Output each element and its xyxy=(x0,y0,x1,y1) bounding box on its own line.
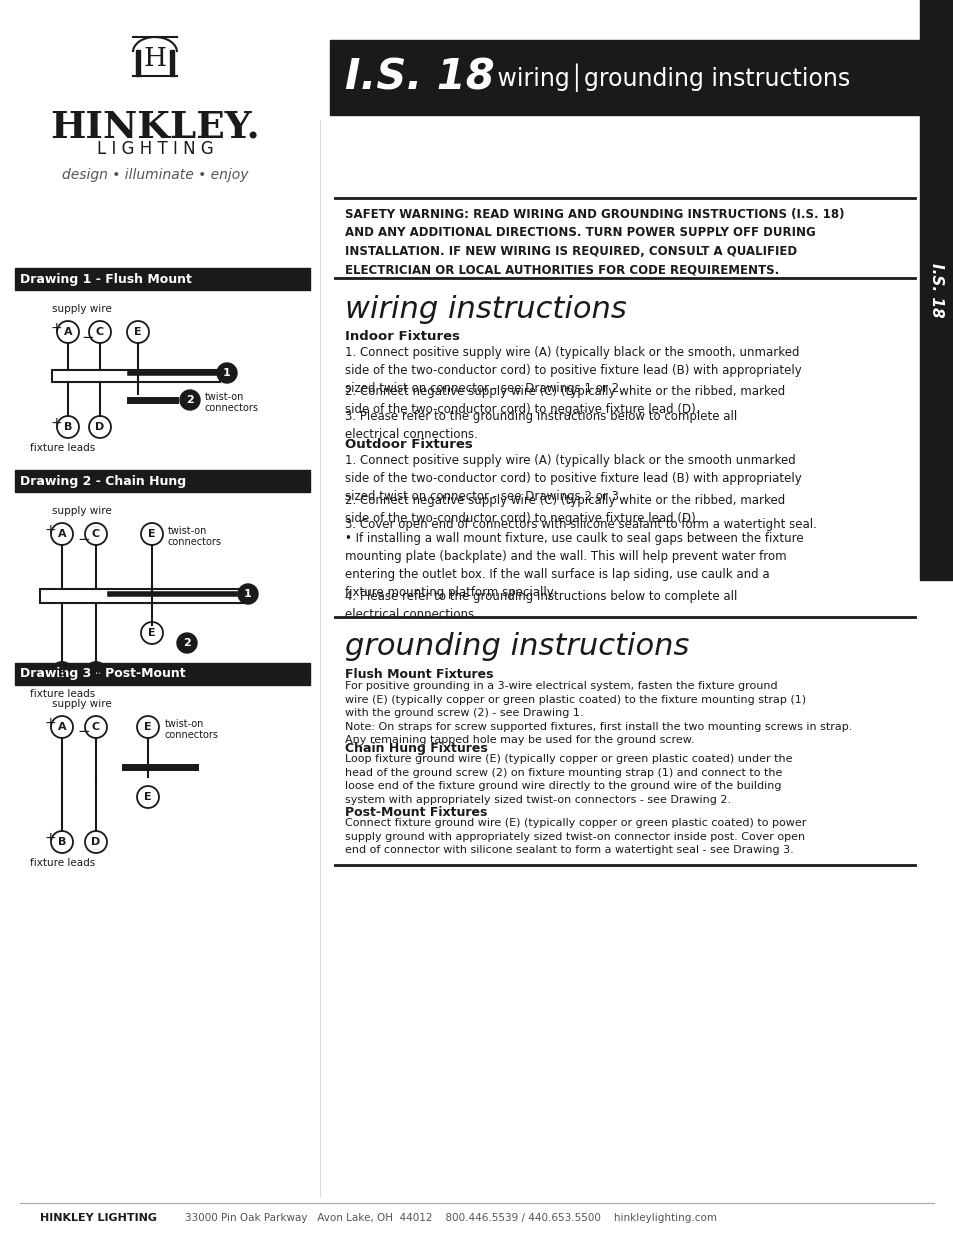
Text: Loop fixture ground wire (E) (typically copper or green plastic coated) under th: Loop fixture ground wire (E) (typically … xyxy=(345,755,792,805)
Circle shape xyxy=(177,634,196,653)
Text: E: E xyxy=(144,722,152,732)
Text: L I G H T I N G: L I G H T I N G xyxy=(96,140,213,158)
Text: HINKLEY.: HINKLEY. xyxy=(51,107,259,144)
Text: E: E xyxy=(148,629,155,638)
Text: Flush Mount Fixtures: Flush Mount Fixtures xyxy=(345,668,493,680)
Text: 33000 Pin Oak Parkway   Avon Lake, OH  44012    800.446.5539 / 440.653.5500    h: 33000 Pin Oak Parkway Avon Lake, OH 4401… xyxy=(185,1213,717,1223)
Bar xyxy=(40,589,250,603)
Text: fixture leads: fixture leads xyxy=(30,858,95,868)
Text: supply wire: supply wire xyxy=(52,506,112,516)
Circle shape xyxy=(216,363,236,383)
Text: supply wire: supply wire xyxy=(52,304,112,314)
Text: +: + xyxy=(51,416,62,430)
Bar xyxy=(136,49,140,77)
Text: I.S. 18: I.S. 18 xyxy=(345,57,495,99)
Text: B: B xyxy=(58,837,66,847)
Text: grounding instructions: grounding instructions xyxy=(345,632,689,661)
Text: Indoor Fixtures: Indoor Fixtures xyxy=(345,330,459,343)
Text: Chain Hung Fixtures: Chain Hung Fixtures xyxy=(345,742,487,755)
Text: 2: 2 xyxy=(186,395,193,405)
Text: 1: 1 xyxy=(244,589,252,599)
Text: twist-on: twist-on xyxy=(165,719,204,729)
Text: B: B xyxy=(58,668,66,678)
Text: Outdoor Fixtures: Outdoor Fixtures xyxy=(345,438,473,451)
Text: I.S. 18: I.S. 18 xyxy=(928,263,943,317)
Text: 2: 2 xyxy=(183,638,191,648)
Text: • If installing a wall mount fixture, use caulk to seal gaps between the fixture: • If installing a wall mount fixture, us… xyxy=(345,532,802,599)
Bar xyxy=(330,40,919,115)
Text: D: D xyxy=(91,837,100,847)
Text: A: A xyxy=(57,529,67,538)
Text: For positive grounding in a 3-wire electrical system, fasten the fixture ground
: For positive grounding in a 3-wire elect… xyxy=(345,680,851,746)
Text: E: E xyxy=(134,327,142,337)
Text: C: C xyxy=(91,529,100,538)
Text: Drawing 1 - Flush Mount: Drawing 1 - Flush Mount xyxy=(20,273,192,285)
Text: design • illuminate • enjoy: design • illuminate • enjoy xyxy=(62,168,248,182)
Text: 1. Connect positive supply wire (A) (typically black or the smooth, unmarked
sid: 1. Connect positive supply wire (A) (typ… xyxy=(345,346,801,395)
Text: C: C xyxy=(91,722,100,732)
Text: Connect fixture ground wire (E) (typically copper or green plastic coated) to po: Connect fixture ground wire (E) (typical… xyxy=(345,818,805,855)
Text: Post-Mount Fixtures: Post-Mount Fixtures xyxy=(345,806,487,819)
Bar xyxy=(170,49,173,77)
Text: 2. Connect negative supply wire (C) (typically white or the ribbed, marked
side : 2. Connect negative supply wire (C) (typ… xyxy=(345,385,784,416)
Text: A: A xyxy=(57,722,67,732)
Text: twist-on: twist-on xyxy=(205,391,244,403)
Text: E: E xyxy=(148,529,155,538)
Text: D: D xyxy=(95,422,105,432)
Text: HINKLEY LIGHTING: HINKLEY LIGHTING xyxy=(40,1213,157,1223)
Text: D: D xyxy=(91,668,100,678)
Text: −: − xyxy=(77,725,91,740)
Text: fixture leads: fixture leads xyxy=(30,689,95,699)
Text: 3. Cover open end of connectors with silicone sealant to form a watertight seal.: 3. Cover open end of connectors with sil… xyxy=(345,517,816,531)
Text: wiring│grounding instructions: wiring│grounding instructions xyxy=(490,63,849,91)
Text: 4. Please refer to the grounding instructions below to complete all
electrical c: 4. Please refer to the grounding instruc… xyxy=(345,590,737,621)
Text: twist-on: twist-on xyxy=(168,526,207,536)
Text: fixture leads: fixture leads xyxy=(30,443,95,453)
Text: H: H xyxy=(143,47,167,72)
Text: connectors: connectors xyxy=(165,730,219,740)
Bar xyxy=(52,370,220,382)
Text: +: + xyxy=(44,522,56,537)
Text: 2. Connect negative supply wire (C) (typically white or the ribbed, marked
side : 2. Connect negative supply wire (C) (typ… xyxy=(345,494,784,525)
Text: −: − xyxy=(82,330,94,345)
Text: Drawing 3 - Post-Mount: Drawing 3 - Post-Mount xyxy=(20,667,186,680)
Text: +: + xyxy=(44,716,56,730)
Circle shape xyxy=(180,390,200,410)
Text: B: B xyxy=(64,422,72,432)
Text: A: A xyxy=(64,327,72,337)
Text: 1: 1 xyxy=(223,368,231,378)
Circle shape xyxy=(237,584,257,604)
Bar xyxy=(15,268,310,290)
Text: 3. Please refer to the grounding instructions below to complete all
electrical c: 3. Please refer to the grounding instruc… xyxy=(345,410,737,441)
Text: C: C xyxy=(96,327,104,337)
Text: 1. Connect positive supply wire (A) (typically black or the smooth unmarked
side: 1. Connect positive supply wire (A) (typ… xyxy=(345,454,801,503)
Text: SAFETY WARNING: READ WIRING AND GROUNDING INSTRUCTIONS (I.S. 18)
AND ANY ADDITIO: SAFETY WARNING: READ WIRING AND GROUNDIN… xyxy=(345,207,843,277)
Text: +: + xyxy=(44,831,56,845)
Text: +: + xyxy=(51,321,62,335)
Text: connectors: connectors xyxy=(168,537,222,547)
Text: connectors: connectors xyxy=(205,403,258,412)
Bar xyxy=(919,0,953,580)
Bar xyxy=(15,471,310,492)
Text: wiring instructions: wiring instructions xyxy=(345,295,626,324)
Text: +: + xyxy=(44,662,56,676)
Text: E: E xyxy=(144,792,152,802)
Bar xyxy=(15,663,310,685)
Text: −: − xyxy=(77,531,91,547)
Text: Drawing 2 - Chain Hung: Drawing 2 - Chain Hung xyxy=(20,474,186,488)
Text: supply wire: supply wire xyxy=(52,699,112,709)
